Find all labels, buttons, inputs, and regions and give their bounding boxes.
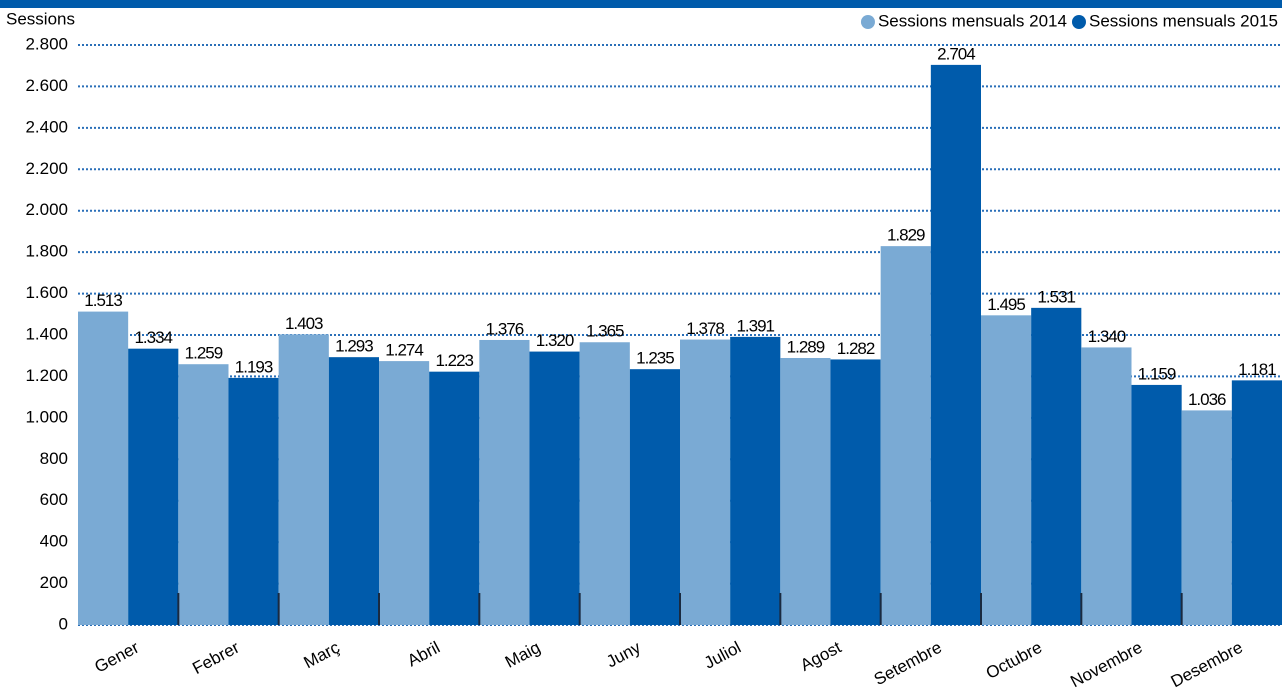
y-axis-label: Sessions (6, 9, 75, 28)
bar (1181, 410, 1232, 625)
value-label: 1.513 (84, 291, 122, 310)
value-label: 1.235 (636, 349, 674, 368)
x-tick-label: Juny (603, 637, 644, 671)
bar (880, 246, 931, 625)
y-tick-label: 1.200 (25, 366, 68, 385)
y-tick-label: 600 (40, 490, 68, 509)
bar (1131, 384, 1182, 625)
y-tick-label: 1.400 (25, 324, 68, 343)
value-label: 1.159 (1138, 364, 1176, 383)
legend-label: Sessions mensuals 2014 (878, 11, 1067, 30)
y-tick-label: 2.400 (25, 117, 68, 136)
y-tick-label: 2.000 (25, 200, 68, 219)
value-label: 1.365 (586, 322, 624, 341)
bar (1031, 307, 1082, 625)
bar (730, 336, 781, 625)
value-label: 1.193 (235, 357, 273, 376)
value-label: 1.274 (385, 341, 423, 360)
y-tick-label: 2.200 (25, 159, 68, 178)
y-tick-label: 0 (59, 614, 68, 633)
y-tick-label: 1.600 (25, 283, 68, 302)
y-tick-label: 400 (40, 532, 68, 551)
y-tick-label: 200 (40, 573, 68, 592)
y-tick-label: 2.800 (25, 34, 68, 53)
value-label: 1.531 (1037, 287, 1075, 306)
bar (128, 348, 179, 625)
bar (680, 339, 731, 625)
bar (429, 371, 480, 625)
bar (228, 377, 279, 625)
x-tick-label: Abril (404, 638, 443, 671)
y-tick-label: 2.600 (25, 76, 68, 95)
bar (579, 342, 630, 625)
value-label: 1.334 (134, 328, 172, 347)
value-label: 1.829 (887, 226, 925, 245)
x-tick-label: Setembre (871, 638, 945, 689)
x-tick-label: Maig (502, 638, 543, 672)
value-label: 1.223 (435, 351, 473, 370)
bar (981, 315, 1032, 625)
x-tick-label: Desembre (1168, 638, 1246, 692)
value-label: 1.495 (987, 295, 1025, 314)
y-tick-label: 800 (40, 449, 68, 468)
x-tick-label: Juliol (701, 638, 744, 673)
bar (529, 351, 580, 625)
bar (328, 357, 379, 625)
value-label: 1.259 (185, 344, 223, 363)
top-band (0, 0, 1282, 8)
value-label: 2.704 (937, 44, 975, 63)
value-label: 1.378 (686, 319, 724, 338)
x-tick-label: Març (301, 637, 344, 672)
value-label: 1.289 (787, 337, 825, 356)
legend-swatch (860, 15, 875, 29)
value-label: 1.391 (736, 316, 774, 335)
bar (78, 311, 129, 625)
x-tick-label: Febrer (189, 638, 242, 678)
value-label: 1.293 (335, 337, 373, 356)
bar (830, 359, 881, 625)
y-tick-label: 1.800 (25, 242, 68, 261)
value-label: 1.403 (285, 314, 323, 333)
bar (1231, 380, 1282, 625)
value-label: 1.320 (536, 331, 574, 350)
x-tick-label: Gener (92, 638, 143, 677)
value-label: 1.181 (1238, 360, 1276, 379)
value-label: 1.282 (837, 339, 875, 358)
x-tick-label: Agost (797, 638, 845, 675)
bar (479, 339, 530, 625)
legend-label: Sessions mensuals 2015 (1089, 11, 1278, 30)
bar (930, 64, 981, 625)
x-tick-label: Octubre (983, 638, 1045, 683)
bar (780, 357, 831, 625)
bar (278, 334, 329, 625)
bar (379, 361, 430, 625)
legend-swatch (1071, 15, 1086, 29)
value-label: 1.340 (1088, 327, 1126, 346)
value-label: 1.376 (486, 319, 524, 338)
bar (178, 364, 229, 625)
y-tick-label: 1.000 (25, 407, 68, 426)
value-label: 1.036 (1188, 390, 1226, 409)
bar (629, 369, 680, 625)
x-tick-label: Novembre (1067, 638, 1145, 692)
bar (1081, 347, 1132, 625)
